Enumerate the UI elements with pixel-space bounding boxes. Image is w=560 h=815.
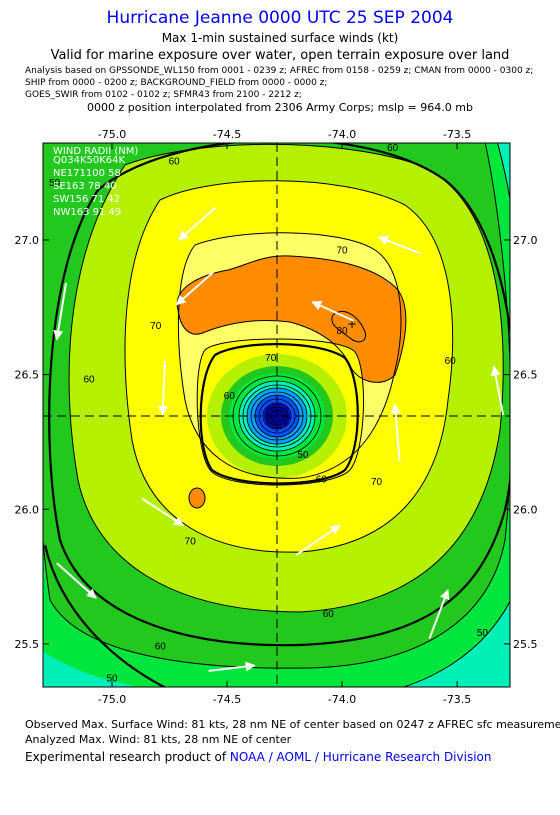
contour-label: 60: [316, 474, 328, 485]
analyzed-max-wind: Analyzed Max. Wind: 81 kts, 28 nm NE of …: [25, 733, 292, 746]
bold-contour-lines: [43, 143, 510, 687]
contour-label: 60: [169, 157, 181, 168]
wind-max-southwest-orange: [189, 488, 205, 508]
contour-label: 50: [106, 674, 118, 685]
contour-label: 60: [224, 391, 236, 402]
wind-vector-arrow: [490, 365, 505, 416]
wind-radii-header: Q034K50K64K: [53, 155, 126, 166]
contour-label: 50: [297, 450, 309, 461]
y-tick-label-right: 26.5: [513, 369, 538, 382]
contour-label: 70: [265, 353, 277, 364]
y-tick-label-right: 27.0: [513, 234, 538, 247]
wind-vector-arrow: [428, 589, 450, 639]
x-tick-label-bottom: -75.0: [98, 693, 126, 706]
contour-value-labels: 60 60 50 70 70 70 60 60 60 70 60 50 70 60 60 50 50 80: [49, 143, 488, 685]
observed-max-wind: Observed Max. Surface Wind: 81 kts, 28 n…: [25, 718, 560, 731]
y-tick-label-right: 26.0: [513, 503, 538, 516]
wind-vector-arrow: [175, 271, 214, 306]
wind-vector-arrow: [53, 282, 67, 341]
y-tick-label-left: 26.5: [15, 369, 40, 382]
analysis-sources-line-3: GOES_SWIR from 0102 - 0102 z; SFMR43 fro…: [25, 90, 302, 100]
wind-vector-arrow: [177, 206, 217, 241]
wind-radii-title: WIND RADII (NM): [53, 146, 138, 157]
wind-vector-arrow: [208, 661, 256, 672]
wind-radii-row-se: SE163 78 40: [53, 181, 117, 192]
y-tick-label-left: 27.0: [15, 234, 40, 247]
wind-vector-arrow: [390, 403, 401, 461]
wind-contour-lines: [68, 143, 504, 613]
interpolation-note: 0000 z position interpolated from 2306 A…: [87, 101, 473, 114]
wind-radii-table: WIND RADII (NM) Q034K50K64K NE171100 58 …: [53, 146, 138, 218]
map-subtitle: Max 1-min sustained surface winds (kt): [161, 31, 399, 45]
wind-vector-arrow: [158, 361, 169, 416]
exposure-note: Valid for marine exposure over water, op…: [50, 48, 510, 63]
wind-vector-arrow: [295, 524, 341, 556]
x-tick-label-top: -75.0: [98, 128, 126, 141]
contour-label: 70: [371, 477, 383, 488]
credit-line: Experimental research product of NOAA / …: [25, 750, 491, 764]
contour-label: 60: [387, 143, 399, 154]
wind-vector-arrow: [56, 562, 97, 599]
x-tick-label-top: -74.5: [213, 128, 241, 141]
wind-radii-row-nw: NW163 91 49: [53, 207, 121, 218]
y-tick-label-right: 25.5: [513, 638, 538, 651]
contour-label: 70: [337, 245, 349, 256]
center-crosshair: [43, 143, 510, 687]
longitude-tick-labels: -75.0 -75.0 -74.5 -74.5 -74.0 -74.0 -73.5 -73.5: [98, 128, 472, 706]
wind-vector-arrow: [377, 235, 421, 255]
latitude-tick-labels: 27.0 27.0 26.5 26.5 26.0 26.0 25.5 25.5: [15, 234, 538, 651]
observation-wind-vectors: [53, 206, 505, 672]
x-tick-label-bottom: -73.5: [443, 693, 471, 706]
contour-label: 60: [155, 641, 167, 652]
contour-label: 70: [150, 321, 162, 332]
wind-radii-row-sw: SW156 71 42: [53, 194, 120, 205]
contour-label: 60: [323, 609, 335, 620]
wind-vector-arrow: [311, 300, 354, 322]
latitude-ticks: [43, 239, 510, 645]
contour-label: 60: [83, 375, 95, 386]
analysis-sources-line-1: Analysis based on GPSSONDE_WL150 from 00…: [25, 66, 534, 76]
x-tick-label-top: -73.5: [443, 128, 471, 141]
y-tick-label-left: 25.5: [15, 638, 40, 651]
map-title: Hurricane Jeanne 0000 UTC 25 SEP 2004: [106, 8, 454, 28]
max-wind-marker: +: [347, 317, 357, 331]
wind-radii-row-ne: NE171100 58: [53, 168, 121, 179]
x-tick-label-bottom: -74.5: [213, 693, 241, 706]
credit-prefix: Experimental research product of: [25, 750, 230, 764]
contour-label: 60: [445, 356, 457, 367]
hrd-link[interactable]: NOAA / AOML / Hurricane Research Divisio…: [229, 750, 492, 764]
y-tick-label-left: 26.0: [15, 503, 40, 516]
contour-label: 50: [49, 178, 61, 189]
contour-label: 70: [185, 536, 197, 547]
contour-label: 50: [477, 628, 489, 639]
x-tick-label-top: -74.0: [328, 128, 356, 141]
wind-vector-arrow: [141, 497, 185, 527]
contour-label: 80: [337, 326, 349, 337]
wind-contour-field: [43, 143, 510, 687]
x-tick-label-bottom: -74.0: [328, 693, 356, 706]
analysis-sources-line-2: SHIP from 0000 - 0200 z; BACKGROUND_FIEL…: [25, 78, 328, 88]
longitude-ticks: [111, 143, 458, 687]
plot-frame: [42, 142, 511, 688]
